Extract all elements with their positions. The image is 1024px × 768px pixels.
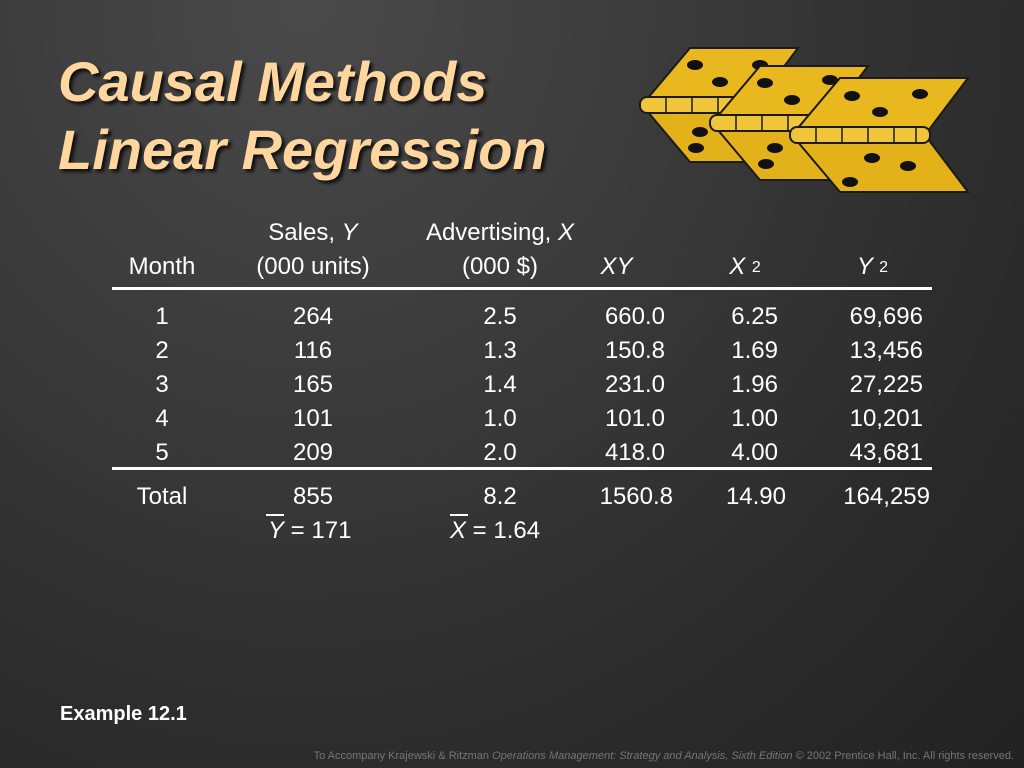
total-label: Total	[136, 483, 188, 510]
header-advertising: Advertising, X	[400, 218, 600, 248]
total-y-squared: 164,259	[843, 483, 930, 510]
column-x-squared: 6.25 1.69 1.96 1.00 4.00	[690, 300, 778, 470]
header-y2-base: Y	[856, 253, 880, 280]
example-label: Example 12.1	[60, 703, 187, 725]
footer-suffix: © 2002 Prentice Hall, Inc. All rights re…	[792, 750, 1014, 762]
y-mean-var: Y	[268, 517, 285, 544]
hinge-icon	[789, 77, 971, 193]
header-x2-base: X	[729, 253, 752, 280]
header-advertising-units: (000 $)	[461, 253, 539, 280]
header-sales: Sales, Y	[238, 218, 388, 248]
x-mean-overbar	[450, 514, 468, 516]
column-advertising: 2.5 1.3 1.4 1.0 2.0	[440, 300, 560, 470]
total-x-squared: 14.90	[725, 483, 786, 510]
totals-divider	[112, 467, 932, 470]
table-cell: 10,201	[849, 405, 923, 432]
footer-copyright: To Accompany Krajewski & Ritzman Operati…	[314, 750, 1014, 762]
table-cell: 4.00	[731, 439, 778, 466]
slide-title-line2: Linear Regression	[58, 118, 547, 181]
table-cell: 150.8	[604, 337, 665, 364]
footer-prefix: To Accompany Krajewski & Ritzman	[313, 750, 493, 762]
table-cell: 6.25	[731, 303, 778, 330]
table-cell: 2.0	[483, 439, 517, 466]
x-mean: X = 1.64	[450, 516, 540, 546]
table-cell: 27,225	[849, 371, 923, 398]
column-y-squared: 69,696 13,456 27,225 10,201 43,681	[800, 300, 923, 470]
table-cell: 1.4	[483, 371, 517, 398]
header-x2-exp: 2	[751, 259, 761, 276]
table-cell: 4	[155, 405, 169, 432]
table-cell: 231.0	[604, 371, 665, 398]
footer-book-title: Operations Management: Strategy and Anal…	[492, 750, 793, 762]
header-sales-label: Sales,	[268, 219, 342, 246]
y-mean: Y = 171	[268, 516, 351, 546]
table-cell: 418.0	[604, 439, 665, 466]
hinge-icon	[639, 47, 971, 193]
table-cell: 165	[292, 371, 334, 398]
header-x-squared: X 2	[700, 252, 790, 282]
header-y2-exp: 2	[879, 259, 889, 276]
table-cell: 1.0	[483, 405, 517, 432]
slide-title: Causal Methods Linear Regression	[58, 48, 547, 184]
table-cell: 69,696	[849, 303, 923, 330]
table-cell: 1.3	[483, 337, 517, 364]
y-mean-overbar	[266, 514, 284, 516]
table-cell: 43,681	[849, 439, 923, 466]
header-month: Month	[128, 253, 196, 280]
x-mean-value: = 1.64	[466, 517, 541, 544]
table-cell: 209	[292, 439, 334, 466]
table-cell: 2.5	[483, 303, 517, 330]
table-cell: 660.0	[604, 303, 665, 330]
total-xy: 1560.8	[599, 483, 673, 510]
header-sales-var: Y	[341, 219, 358, 246]
header-advertising-label: Advertising,	[425, 219, 559, 246]
header-xy: XY	[560, 252, 673, 282]
column-xy: 660.0 150.8 231.0 101.0 418.0	[560, 300, 665, 470]
table-cell: 1.00	[731, 405, 778, 432]
table-cell: 101.0	[604, 405, 665, 432]
x-mean-var: X	[450, 517, 467, 544]
header-divider	[112, 287, 932, 290]
table-cell: 1.69	[731, 337, 778, 364]
total-sales: 855	[292, 483, 334, 510]
table-cell: 101	[292, 405, 334, 432]
header-y-squared: Y 2	[815, 252, 930, 282]
y-mean-value: = 171	[284, 517, 352, 544]
column-month: 1 2 3 4 5	[112, 300, 212, 470]
table-cell: 1	[155, 303, 169, 330]
column-sales: 264 116 165 101 209	[238, 300, 388, 470]
header-xy-label: XY	[600, 253, 633, 280]
table-cell: 116	[293, 337, 333, 364]
header-sales-units: (000 units)	[256, 253, 370, 280]
slide-title-line1: Causal Methods	[58, 50, 488, 113]
table-cell: 5	[155, 439, 169, 466]
table-cell: 13,456	[849, 337, 923, 364]
header-advertising-var: X	[558, 219, 575, 246]
total-advertising: 8.2	[483, 483, 517, 510]
table-cell: 1.96	[731, 371, 778, 398]
table-cell: 2	[155, 337, 169, 364]
table-cell: 3	[155, 371, 169, 398]
table-cell: 264	[292, 303, 334, 330]
